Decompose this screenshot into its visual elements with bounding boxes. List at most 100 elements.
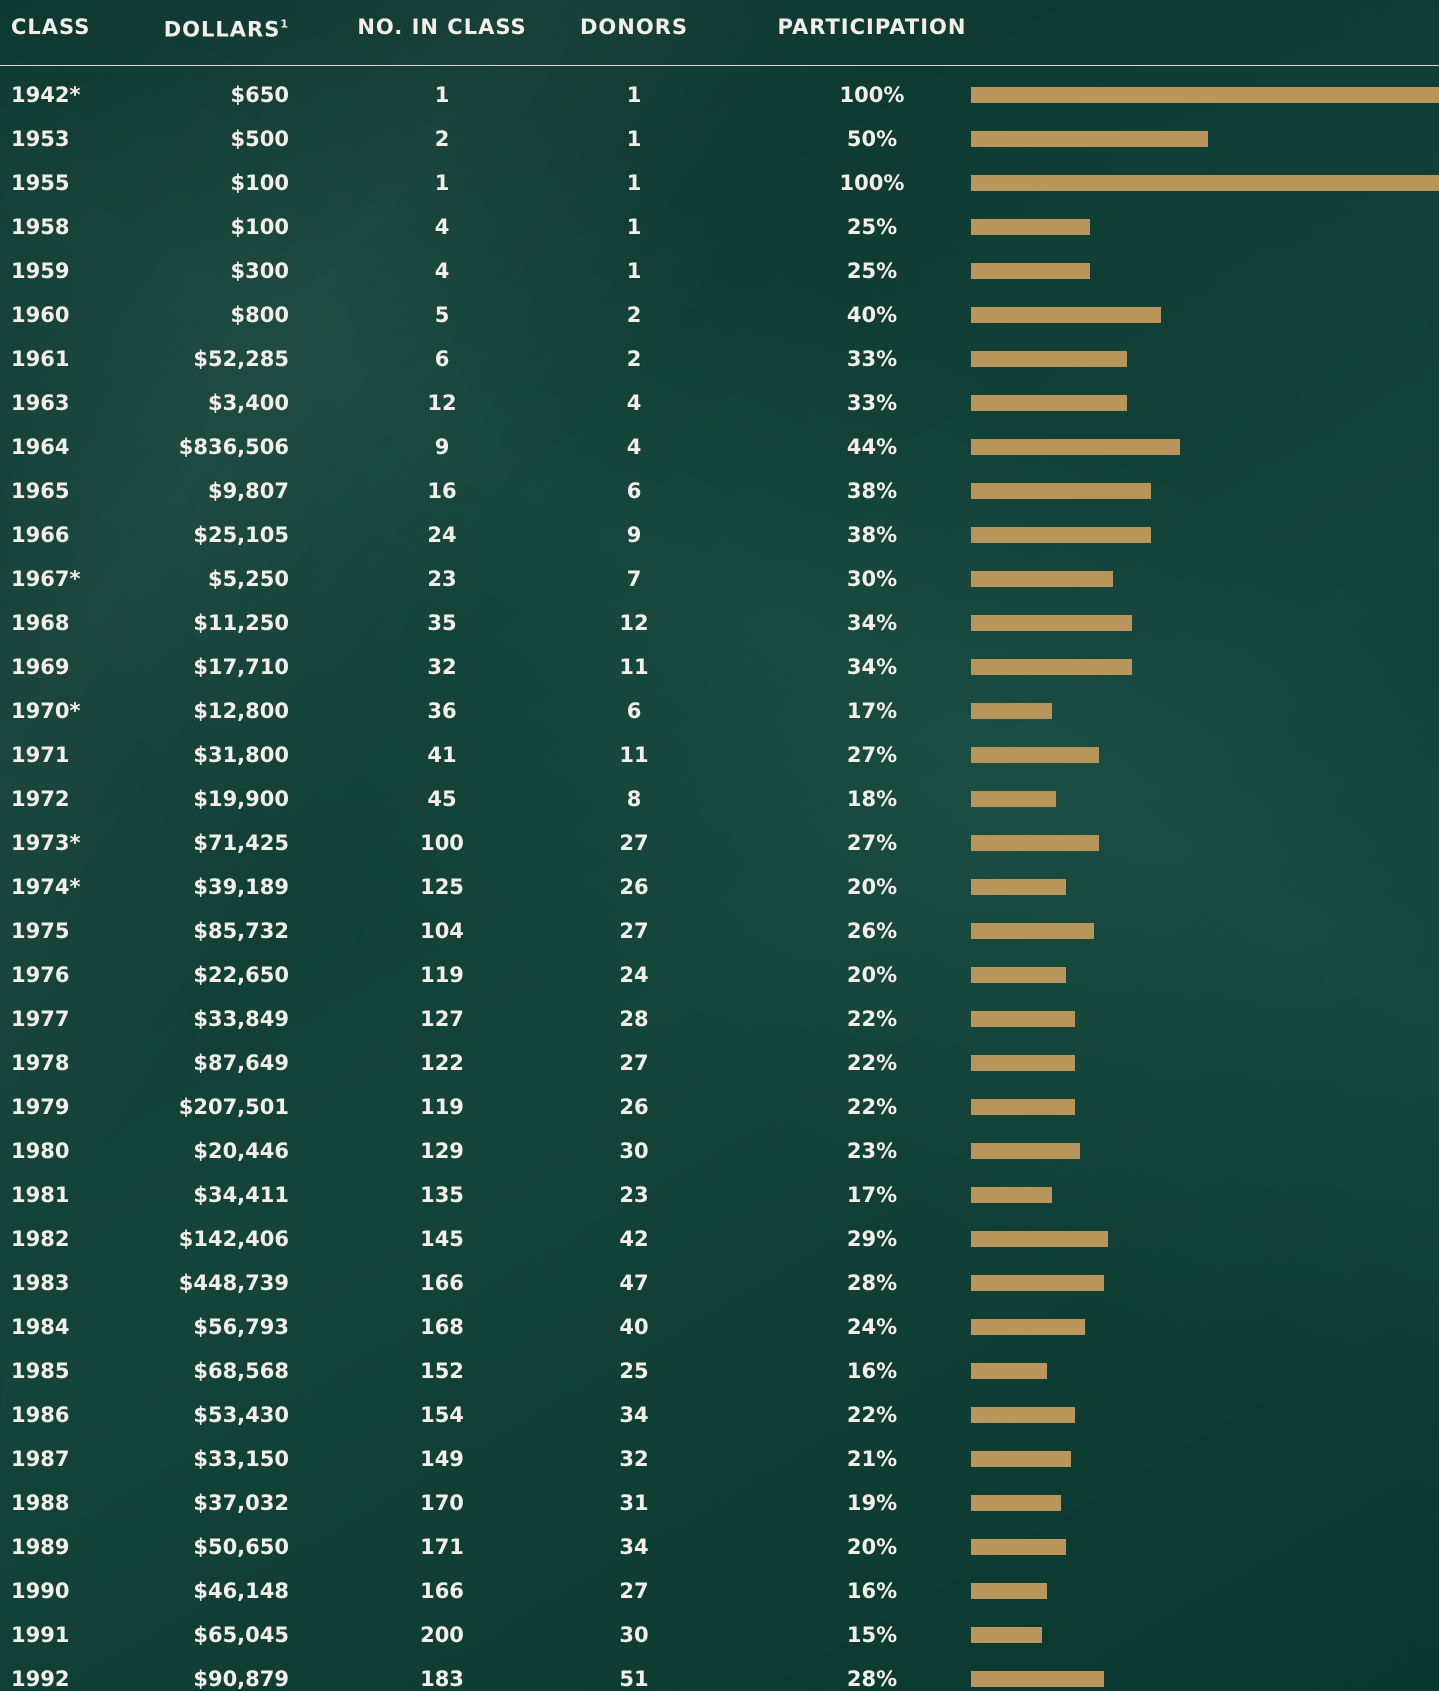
participation-bar	[971, 1671, 1104, 1687]
class-count: 6	[435, 347, 450, 371]
class-count: 145	[420, 1227, 464, 1251]
class-count: 4	[435, 259, 450, 283]
class-year: 1984	[11, 1315, 69, 1339]
donors: 42	[619, 1227, 648, 1251]
participation-bar	[971, 1275, 1104, 1291]
dollars: $3,400	[208, 391, 289, 415]
participation-bar	[971, 263, 1090, 279]
dollars: $5,250	[208, 567, 289, 591]
participation-bar	[971, 527, 1151, 543]
participation: 29%	[847, 1227, 897, 1251]
donors: 25	[619, 1359, 648, 1383]
class-count: 5	[435, 303, 450, 327]
dollars: $68,568	[193, 1359, 289, 1383]
class-year: 1970*	[11, 699, 80, 723]
participation: 22%	[847, 1007, 897, 1031]
class-count: 183	[420, 1667, 464, 1691]
class-year: 1975	[11, 919, 69, 943]
class-year: 1980	[11, 1139, 69, 1163]
dollars: $11,250	[193, 611, 289, 635]
dollars: $53,430	[193, 1403, 289, 1427]
participation-bar	[971, 175, 1439, 191]
header-count: NO. IN CLASS	[357, 15, 526, 39]
donors: 2	[627, 347, 642, 371]
participation-bar	[971, 351, 1127, 367]
class-year: 1964	[11, 435, 69, 459]
participation: 27%	[847, 743, 897, 767]
participation-bar	[971, 791, 1056, 807]
participation-bar	[971, 571, 1113, 587]
participation: 100%	[840, 171, 905, 195]
class-year: 1991	[11, 1623, 69, 1647]
dollars: $85,732	[193, 919, 289, 943]
participation-bar	[971, 395, 1127, 411]
class-year: 1971	[11, 743, 69, 767]
participation: 33%	[847, 347, 897, 371]
participation-bar	[971, 1319, 1085, 1335]
header-dollars: DOLLARS1	[164, 13, 289, 42]
participation: 26%	[847, 919, 897, 943]
participation-bar	[971, 483, 1151, 499]
class-year: 1976	[11, 963, 69, 987]
class-count: 1	[435, 171, 450, 195]
participation-bar	[971, 879, 1066, 895]
class-year: 1967*	[11, 567, 80, 591]
class-count: 2	[435, 127, 450, 151]
donors: 8	[627, 787, 642, 811]
participation: 19%	[847, 1491, 897, 1515]
participation: 15%	[847, 1623, 897, 1647]
participation: 50%	[847, 127, 897, 151]
participation-bar	[971, 615, 1132, 631]
participation: 20%	[847, 875, 897, 899]
class-count: 200	[420, 1623, 464, 1647]
class-count: 127	[420, 1007, 464, 1031]
participation-bar	[971, 967, 1066, 983]
participation: 20%	[847, 1535, 897, 1559]
class-count: 129	[420, 1139, 464, 1163]
donors: 27	[619, 1051, 648, 1075]
donors: 2	[627, 303, 642, 327]
participation: 21%	[847, 1447, 897, 1471]
donors: 51	[619, 1667, 648, 1691]
participation-bar	[971, 1407, 1075, 1423]
header-dollars-text: DOLLARS	[164, 18, 281, 42]
donors: 34	[619, 1403, 648, 1427]
class-count: 171	[420, 1535, 464, 1559]
donors: 6	[627, 479, 642, 503]
donors: 26	[619, 1095, 648, 1119]
donors: 1	[627, 259, 642, 283]
class-count: 119	[420, 963, 464, 987]
dollars: $207,501	[179, 1095, 289, 1119]
donors: 27	[619, 919, 648, 943]
class-count: 35	[427, 611, 456, 635]
donors: 30	[619, 1139, 648, 1163]
donors: 24	[619, 963, 648, 987]
class-count: 135	[420, 1183, 464, 1207]
dollars: $33,849	[193, 1007, 289, 1031]
class-year: 1968	[11, 611, 69, 635]
class-count: 166	[420, 1579, 464, 1603]
class-count: 149	[420, 1447, 464, 1471]
participation-bar	[971, 1539, 1066, 1555]
class-count: 125	[420, 875, 464, 899]
participation-bar	[971, 659, 1132, 675]
donors: 30	[619, 1623, 648, 1647]
dollars: $20,446	[193, 1139, 289, 1163]
dollars: $39,189	[193, 875, 289, 899]
dollars: $90,879	[193, 1667, 289, 1691]
donors: 28	[619, 1007, 648, 1031]
dollars: $50,650	[193, 1535, 289, 1559]
participation: 23%	[847, 1139, 897, 1163]
dollars: $46,148	[193, 1579, 289, 1603]
class-year: 1982	[11, 1227, 69, 1251]
participation-bar	[971, 703, 1052, 719]
class-year: 1978	[11, 1051, 69, 1075]
donors: 12	[619, 611, 648, 635]
class-year: 1992	[11, 1667, 69, 1691]
donors: 47	[619, 1271, 648, 1295]
donors: 1	[627, 127, 642, 151]
class-year: 1977	[11, 1007, 69, 1031]
participation-bar	[971, 219, 1090, 235]
donors: 1	[627, 215, 642, 239]
donors: 1	[627, 83, 642, 107]
